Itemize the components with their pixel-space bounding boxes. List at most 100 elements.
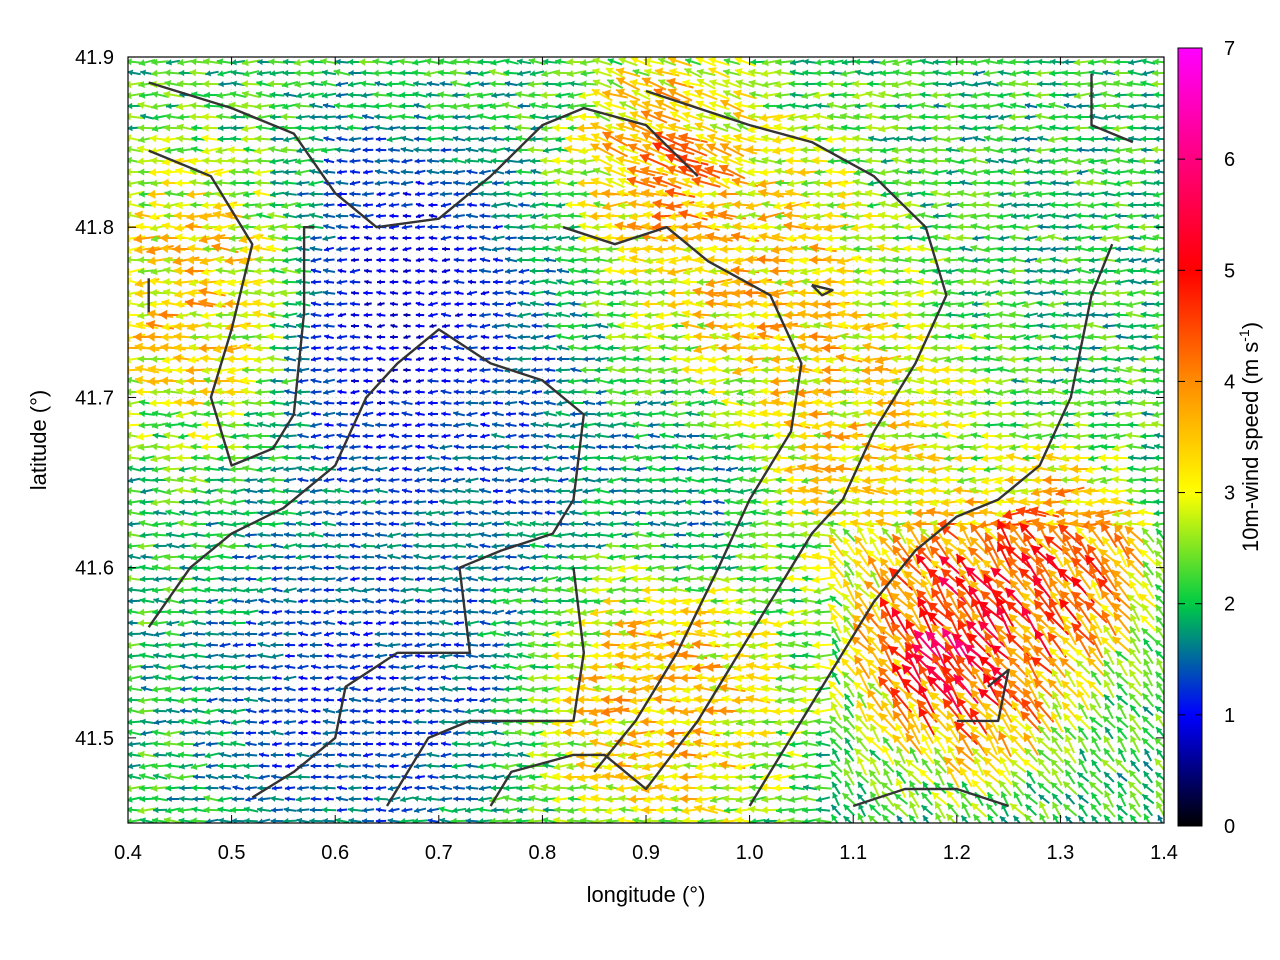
wind-arrow-head (204, 91, 210, 99)
wind-arrow-head (918, 101, 926, 110)
wind-arrow-head (827, 113, 834, 121)
wind-arrow-head (1140, 80, 1147, 87)
wind-arrow-head (477, 91, 484, 99)
wind-arrow-head (776, 103, 783, 110)
wind-arrow-head (853, 113, 860, 121)
wind-arrow-head (137, 124, 145, 132)
wind-arrow-head (1024, 102, 1031, 109)
wind-arrow-head (580, 69, 588, 77)
wind-arrow-head (682, 111, 691, 120)
wind-arrow-head (761, 58, 769, 67)
wind-arrow-head (629, 78, 638, 88)
wind-arrow-head (335, 81, 342, 88)
wind-arrow-head (452, 91, 458, 99)
wind-arrow-head (774, 80, 782, 89)
wind-arrow-head (957, 58, 964, 66)
wind-arrow-head (985, 80, 992, 87)
wind-arrow-head (1102, 69, 1109, 76)
wind-arrow-head (880, 69, 886, 77)
wind-arrow-head (632, 68, 640, 76)
wind-arrow-head (282, 69, 289, 77)
wind-arrow-head (566, 69, 574, 78)
wind-arrow-head (1073, 58, 1081, 67)
wind-arrow-head (931, 113, 938, 121)
wind-arrow-head (918, 69, 925, 77)
wind-arrow-head (463, 58, 470, 66)
wind-arrow-head (828, 91, 835, 99)
wind-arrow-head (761, 69, 769, 78)
wind-arrow-head (439, 80, 445, 87)
wind-arrow-head (1153, 91, 1160, 99)
wind-arrow-head (944, 91, 951, 99)
wind-arrow-head (464, 81, 471, 88)
wind-arrow-head (946, 81, 953, 88)
wind-arrow-head (641, 110, 651, 120)
wind-arrow-head (1100, 90, 1108, 98)
wind-arrow-head (813, 91, 821, 100)
wind-arrow-head (231, 80, 237, 87)
wind-arrow-head (516, 58, 523, 65)
wind-arrow-head (555, 92, 562, 99)
wind-arrow-head (553, 69, 561, 77)
wind-arrow-head (1034, 69, 1042, 78)
wind-arrow-head (138, 80, 145, 89)
wind-arrow-head (1154, 103, 1160, 110)
wind-arrow-head (438, 124, 445, 132)
wind-arrow-head (998, 114, 1005, 121)
wind-arrow-head (667, 88, 678, 98)
wind-arrow-head (241, 79, 248, 88)
wind-arrow-head (682, 79, 691, 88)
wind-arrow-head (1076, 102, 1082, 110)
wind-arrow-head (1021, 80, 1029, 88)
wind-arrow-head (191, 124, 198, 132)
wind-arrow-head (268, 58, 275, 66)
wind-arrow-head (578, 112, 586, 121)
wind-arrow-head (307, 69, 314, 77)
wind-arrow-head (747, 102, 755, 111)
wind-arrow-head (759, 113, 768, 123)
wind-arrow-head (555, 80, 562, 88)
wind-arrow-head (242, 90, 249, 98)
wind-arrow-head (374, 80, 381, 87)
wind-arrow-head (347, 58, 354, 66)
wind-arrow-head (490, 59, 497, 66)
wind-arrow-head (867, 70, 874, 77)
wind-arrow-head (616, 88, 626, 98)
wind-arrow-head (971, 113, 978, 121)
wind-arrow-head (1008, 113, 1016, 121)
wind-arrow-head (1048, 101, 1056, 109)
wind-arrow-head (320, 80, 328, 87)
wind-arrow-head (985, 114, 992, 121)
wind-arrow-head (1023, 91, 1030, 98)
wind-arrow-head (218, 81, 224, 88)
wind-arrow-head (424, 70, 431, 78)
wind-arrow-head (592, 79, 601, 87)
wind-arrow-head (204, 102, 211, 110)
wind-arrow-head (748, 112, 756, 121)
wind-arrow-head (399, 102, 406, 110)
wind-arrow-head (528, 91, 535, 99)
wind-arrow-head (904, 79, 912, 88)
wind-arrow-head (894, 103, 900, 110)
wind-arrow-head (463, 91, 471, 99)
wind-arrow-head (347, 81, 354, 88)
wind-arrow-head (372, 58, 379, 66)
wind-arrow-head (201, 112, 209, 121)
wind-arrow-head (815, 102, 822, 110)
wind-arrow-head (269, 102, 276, 110)
wind-arrow-head (970, 92, 978, 100)
wind-arrow-head (464, 114, 471, 121)
wind-arrow-head (412, 91, 419, 98)
wind-arrow-head (137, 101, 145, 110)
wind-arrow-head (802, 80, 809, 88)
wind-arrow-head (1061, 113, 1068, 121)
wind-arrow-head (852, 91, 860, 100)
wind-arrow-head (682, 89, 691, 98)
wind-arrow-head (943, 113, 951, 122)
wind-arrow-head (1009, 70, 1017, 77)
wind-arrow-head (1036, 102, 1043, 110)
wind-arrow-head (504, 80, 511, 87)
wind-arrow-head (799, 113, 808, 122)
wind-arrow-head (426, 91, 432, 98)
wind-arrow-head (1151, 80, 1158, 88)
